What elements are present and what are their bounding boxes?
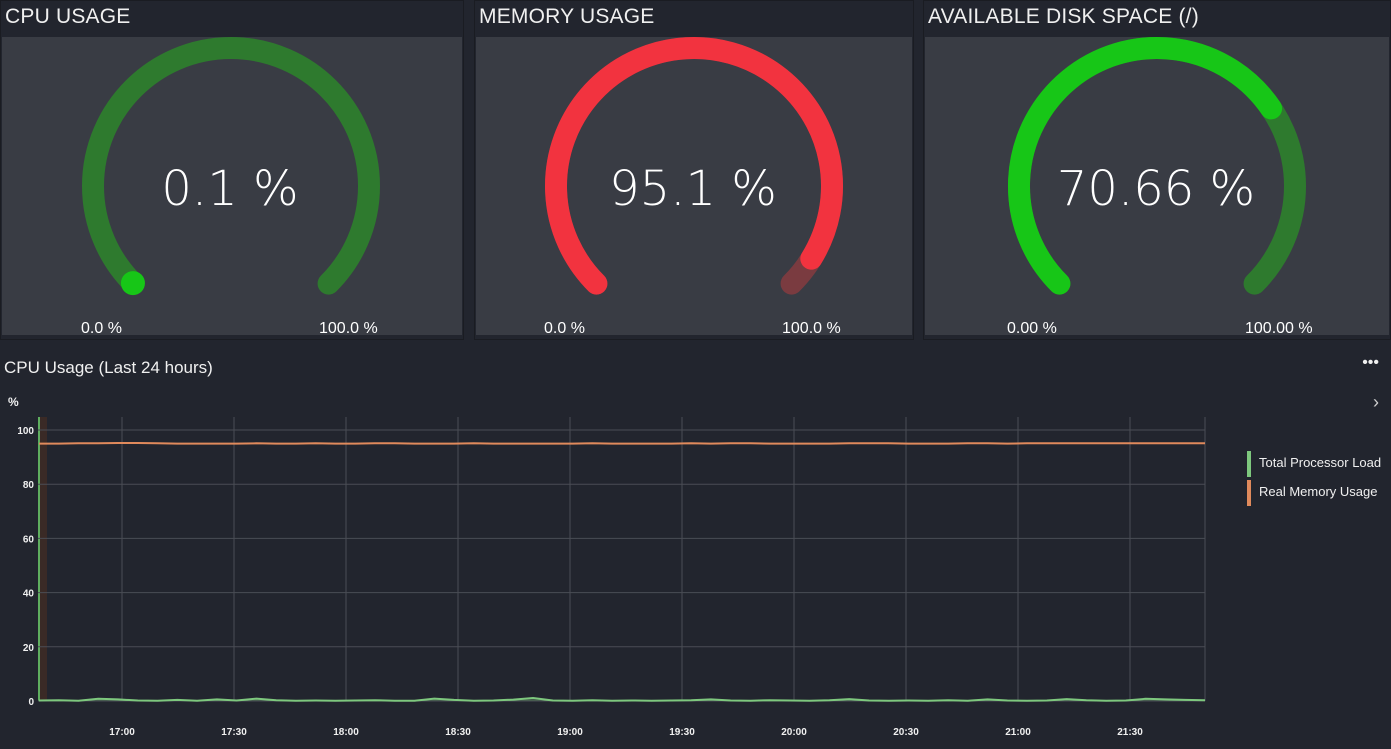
gauge-body xyxy=(2,37,462,335)
gauge-panel-3: AVAILABLE DISK SPACE (/) 70.66 % 0.00 % 100… xyxy=(923,0,1391,340)
gauge-dial xyxy=(545,37,843,295)
x-tick-label: 19:30 xyxy=(669,727,695,738)
gauge-min-label: 0.0 % xyxy=(544,320,585,337)
plot-area xyxy=(38,417,1205,701)
gauge-body xyxy=(925,37,1389,335)
gauge-dial xyxy=(1007,37,1306,295)
x-tick-label: 18:00 xyxy=(333,727,359,738)
series-line-memory-usage xyxy=(39,442,1205,445)
y-tick-label: 0 xyxy=(28,697,34,708)
gauge-panel-1: CPU USAGE 0.1 % 0.0 % 100.0 % xyxy=(0,0,464,340)
range-start-band xyxy=(38,417,47,701)
series-line-processor-load xyxy=(38,696,1206,702)
gauge-track xyxy=(82,37,380,295)
x-tick-label: 17:30 xyxy=(221,727,247,738)
chart-panel-title: CPU Usage (Last 24 hours) xyxy=(4,358,213,377)
gauge-title: MEMORY USAGE xyxy=(479,5,655,28)
gauge-min-label: 0.00 % xyxy=(1007,320,1057,337)
gauge-title: AVAILABLE DISK SPACE (/) xyxy=(928,5,1199,28)
y-tick-label: 100 xyxy=(17,426,34,437)
gauge-max-label: 100.00 % xyxy=(1245,320,1313,337)
legend-swatch xyxy=(1247,451,1251,477)
y-tick-label: 60 xyxy=(23,534,35,545)
y-tick-label: 40 xyxy=(23,589,35,600)
gauge-min-label: 0.0 % xyxy=(81,320,122,337)
x-tick-label: 18:30 xyxy=(445,727,471,738)
gauge-dial xyxy=(82,37,380,296)
x-tick-label: 21:30 xyxy=(1117,727,1143,738)
gauge-title: CPU USAGE xyxy=(5,5,131,28)
gauge-max-label: 100.0 % xyxy=(319,320,378,337)
y-axis-unit-label: % xyxy=(8,395,19,409)
x-tick-label: 20:30 xyxy=(893,727,919,738)
gauge-value: 0.1 % xyxy=(161,161,299,217)
x-tick-label: 21:00 xyxy=(1005,727,1031,738)
gauge-fill xyxy=(545,37,843,295)
line-chart: 0 20 40 60 80 100 17:00 17:30 18:00 18:30 19:00 19:… xyxy=(17,417,1206,738)
gauge-fill xyxy=(1007,37,1283,295)
gauge-value: 95.1 % xyxy=(609,161,777,217)
legend-label: Total Processor Load xyxy=(1259,455,1382,470)
x-tick-label: 19:00 xyxy=(557,727,583,738)
y-tick-label: 80 xyxy=(23,480,35,491)
gauge-max-label: 100.0 % xyxy=(782,320,841,337)
gauge-value-dot xyxy=(120,271,145,296)
legend-swatch xyxy=(1247,480,1251,506)
more-horizontal-icon[interactable]: ••• xyxy=(1362,354,1379,371)
gauge-panel-2: MEMORY USAGE 95.1 % 0.0 % 100.0 % xyxy=(474,0,914,340)
cpu-usage-chart-panel: CPU Usage (Last 24 hours) ••• % › 0 20 40 6… xyxy=(0,348,1391,749)
gauge-value: 70.66 % xyxy=(1056,161,1256,217)
x-tick-label: 20:00 xyxy=(781,727,807,738)
legend-label: Real Memory Usage xyxy=(1259,484,1378,499)
y-tick-label: 20 xyxy=(23,643,35,654)
chevron-right-icon[interactable]: › xyxy=(1373,392,1379,412)
x-tick-label: 17:00 xyxy=(109,727,135,738)
